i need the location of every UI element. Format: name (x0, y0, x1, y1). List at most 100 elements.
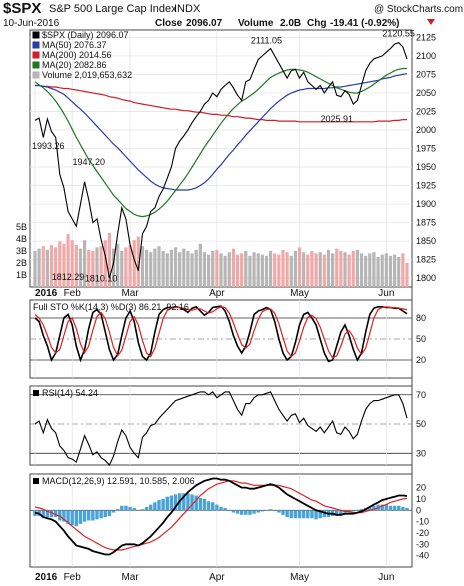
volume-bar (78, 248, 83, 287)
macd-histogram-bar (297, 510, 302, 519)
volume-bar (45, 249, 49, 287)
macd-histogram-bar (252, 510, 256, 514)
volume-bar (145, 249, 149, 287)
price-tick-label: 2100 (416, 51, 436, 61)
macd-histogram-bar (368, 506, 372, 511)
volume-bar (37, 248, 41, 287)
macd-histogram-bar (239, 510, 244, 515)
macd-histogram-bar (231, 510, 236, 513)
volume-bar (302, 252, 306, 287)
macd-histogram-bar (277, 510, 281, 513)
volume-bar (281, 249, 285, 287)
volume-bar (74, 245, 78, 287)
volume-bar (70, 240, 74, 287)
volume-bar (83, 240, 87, 287)
chart-date: 10-Jun-2016 (3, 18, 60, 29)
volume-bar (54, 247, 58, 287)
price-legend-item: MA(50) 2076.37 (42, 40, 107, 50)
macd-histogram-bar (198, 497, 203, 511)
rsi-tick-label: 50 (416, 419, 426, 429)
macd-histogram-bar (99, 510, 103, 519)
price-tick-label: 1950 (416, 162, 436, 172)
macd-line (34, 477, 408, 556)
volume-bar (347, 254, 351, 287)
volume-bar (190, 253, 194, 287)
macd-histogram-bar (256, 510, 260, 513)
volume-bar (289, 255, 293, 287)
sto-d-line (34, 306, 408, 359)
macd-histogram-bar (223, 508, 227, 511)
macd-histogram-bar (53, 510, 58, 518)
price-tick-label: 2050 (416, 88, 436, 98)
volume-bar (87, 249, 91, 287)
x-axis-label-upper: 2016 (35, 288, 58, 299)
volume-bar (359, 253, 364, 287)
volume-bar (405, 263, 409, 287)
volume-bar (91, 251, 95, 287)
volume-bar (306, 254, 310, 287)
macd-histogram-bar (78, 510, 83, 524)
macd-histogram-bar (268, 509, 273, 511)
macd-histogram-bar (194, 495, 198, 511)
ma50-line (35, 73, 408, 191)
volume-bar (41, 246, 45, 287)
volume-bar (297, 247, 302, 287)
volume-bar (248, 255, 252, 287)
volume-bar (322, 254, 326, 287)
price-annotation: 1810.10 (85, 274, 118, 284)
macd-histogram-bar (285, 510, 289, 518)
volume-bar (318, 252, 322, 287)
macd-histogram-bar (41, 510, 45, 519)
x-axis-label-upper: Mar (121, 288, 139, 299)
panel-frame-price (29, 29, 413, 288)
volume-bar (178, 252, 182, 287)
macd-histogram-bar (306, 510, 310, 519)
rsi-legend: RSI(14) 54.24 (42, 388, 98, 398)
legend-swatch (32, 31, 40, 39)
volume-bar (227, 252, 231, 287)
price-tick-label: 2025 (416, 106, 436, 116)
macd-histogram-bar (384, 504, 389, 511)
macd-histogram-bar (219, 506, 223, 511)
price-tick-label: 1875 (416, 218, 436, 228)
macd-histogram-bar (244, 510, 248, 515)
macd-histogram-bar (169, 495, 174, 511)
volume-bar (314, 253, 318, 287)
volume-tick-label: 4B (16, 234, 27, 244)
volume-tick-label: 3B (16, 246, 27, 256)
close-value: 2096.07 (186, 18, 223, 29)
macd-histogram-bar (351, 510, 355, 512)
volume-bar (269, 251, 273, 287)
macd-histogram-bar (182, 493, 186, 511)
price-tick-label: 1900 (416, 199, 436, 209)
macd-histogram-bar (388, 505, 393, 511)
volume-bar (136, 236, 140, 287)
volume-bar (149, 252, 153, 287)
x-axis-label: Feb (64, 572, 82, 583)
volume-bar (364, 255, 368, 287)
volume-bar (351, 251, 355, 287)
volume-value: 2.0B (280, 18, 301, 29)
macd-histogram-bar (173, 494, 178, 511)
macd-histogram-bar (87, 510, 91, 521)
price-annotation: 1812.29 (52, 272, 85, 282)
macd-histogram-bar (301, 510, 306, 519)
macd-histogram-bar (95, 510, 99, 520)
macd-legend: MACD(12,26,9) 12.591, 10.585, 2.006 (42, 476, 195, 486)
legend-swatch (32, 71, 40, 79)
volume-bar (368, 253, 372, 287)
macd-histogram-bar (62, 510, 66, 522)
macd-histogram-bar (322, 510, 327, 518)
macd-histogram-bar (132, 508, 136, 511)
x-axis-label-upper: May (290, 288, 309, 299)
volume-bar (393, 254, 397, 287)
volume-bar (240, 253, 244, 287)
volume-bar (331, 253, 335, 287)
sto-legend: Full STO %K(14,3) %D(3) 86.21, 92.16 (33, 302, 189, 312)
x-axis-label: 2016 (35, 572, 58, 583)
volume-bar (124, 247, 128, 287)
volume-bar (194, 249, 198, 287)
legend-swatch (32, 51, 40, 59)
volume-bar (273, 253, 277, 287)
